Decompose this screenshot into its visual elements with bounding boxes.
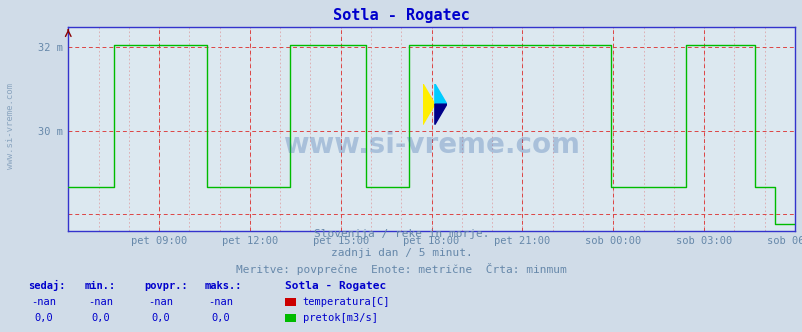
Polygon shape [435,84,447,104]
Text: -nan: -nan [148,297,173,307]
Text: www.si-vreme.com: www.si-vreme.com [6,83,15,169]
Text: 0,0: 0,0 [91,313,110,323]
Text: -nan: -nan [87,297,113,307]
Text: -nan: -nan [31,297,57,307]
Text: Meritve: povprečne  Enote: metrične  Črta: minmum: Meritve: povprečne Enote: metrične Črta:… [236,263,566,275]
Text: Slovenija / reke in morje.: Slovenija / reke in morje. [314,229,488,239]
Polygon shape [423,84,435,124]
Text: pretok[m3/s]: pretok[m3/s] [302,313,377,323]
Text: Sotla - Rogatec: Sotla - Rogatec [285,281,386,291]
Text: Sotla - Rogatec: Sotla - Rogatec [333,8,469,23]
Text: www.si-vreme.com: www.si-vreme.com [283,131,579,159]
Text: 0,0: 0,0 [151,313,170,323]
Polygon shape [435,104,447,124]
Text: min.:: min.: [84,281,115,291]
Text: maks.:: maks.: [205,281,242,291]
Text: -nan: -nan [208,297,233,307]
Text: 0,0: 0,0 [34,313,54,323]
Text: zadnji dan / 5 minut.: zadnji dan / 5 minut. [330,248,472,258]
Text: 0,0: 0,0 [211,313,230,323]
Text: temperatura[C]: temperatura[C] [302,297,390,307]
Text: sedaj:: sedaj: [28,280,66,291]
Text: povpr.:: povpr.: [144,281,188,291]
